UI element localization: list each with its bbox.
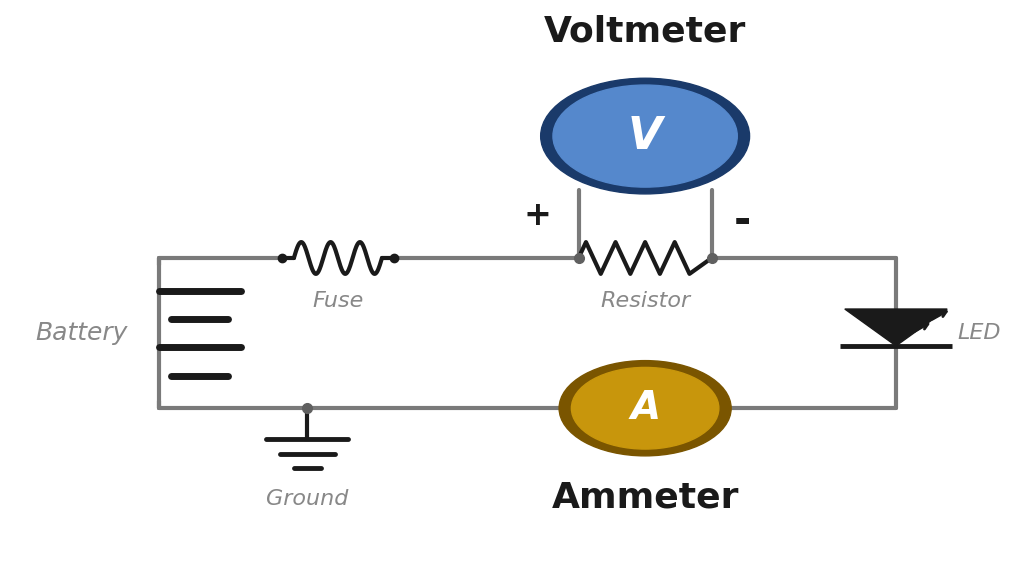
Text: Battery: Battery <box>36 321 128 345</box>
Circle shape <box>541 78 750 194</box>
Text: A: A <box>630 389 660 428</box>
Circle shape <box>553 85 737 187</box>
Text: +: + <box>523 199 552 232</box>
Text: Fuse: Fuse <box>312 290 364 311</box>
Text: -: - <box>734 200 751 242</box>
Text: V: V <box>628 115 663 158</box>
Circle shape <box>559 361 731 456</box>
Text: Ammeter: Ammeter <box>551 480 739 514</box>
Text: LED: LED <box>957 323 1000 343</box>
Text: Voltmeter: Voltmeter <box>544 14 746 48</box>
Text: Ground: Ground <box>266 489 348 509</box>
Text: Resistor: Resistor <box>600 290 690 311</box>
Polygon shape <box>845 309 947 346</box>
Circle shape <box>571 367 719 449</box>
